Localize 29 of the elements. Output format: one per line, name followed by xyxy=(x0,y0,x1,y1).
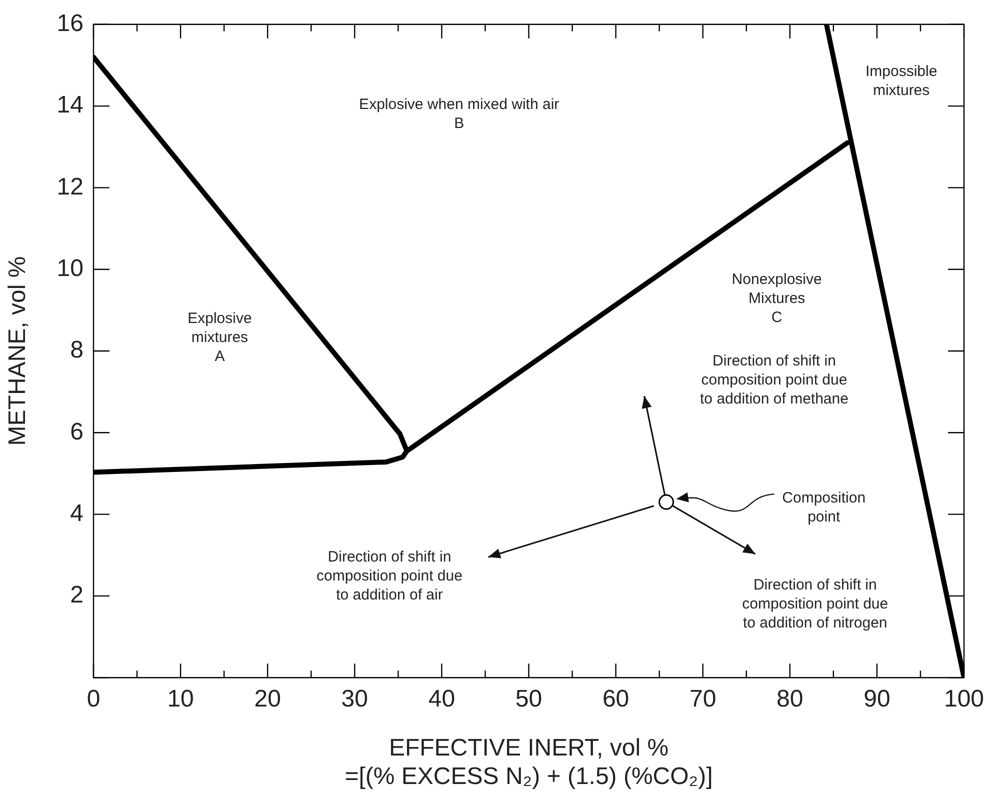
annotation: Direction of shift in composition point due to addition of methane xyxy=(700,352,848,408)
x-axis-title: EFFECTIVE INERT, vol % =[(% EXCESS N₂) + (1.5) (%CO₂)] xyxy=(344,734,713,790)
y-tick-label: 12 xyxy=(56,173,84,200)
x-tick-label: 60 xyxy=(602,686,630,713)
y-tick-label: 8 xyxy=(70,336,84,364)
y-tick-label: 14 xyxy=(56,92,84,119)
y-tick-label: 10 xyxy=(56,254,84,282)
annotation: Direction of shift in composition point due to addition of air xyxy=(316,548,462,604)
annotation: Impossible mixtures xyxy=(865,63,938,100)
x-tick-label: 50 xyxy=(515,686,542,713)
x-tick-label: 20 xyxy=(254,686,281,713)
x-tick-label: 10 xyxy=(167,686,194,713)
y-tick-label: 16 xyxy=(56,10,84,38)
y-tick-label: 6 xyxy=(70,418,84,446)
annotation: Direction of shift in composition point due to addition of nitrogen xyxy=(742,576,888,632)
annotation: Explosive when mixed with air B xyxy=(359,96,560,132)
y-axis-title: METHANE, vol % xyxy=(4,256,32,446)
x-tick-label: 90 xyxy=(864,686,890,713)
x-tick-label: 80 xyxy=(776,686,804,713)
y-tick-label: 4 xyxy=(70,500,84,527)
x-tick-label: 0 xyxy=(86,686,100,713)
x-tick-label: 40 xyxy=(428,686,456,713)
annotation: Explosive mixtures A xyxy=(188,310,252,366)
x-tick-label: 70 xyxy=(689,686,716,713)
annotation: Nonexplosive Mixtures C xyxy=(732,270,822,326)
x-tick-label: 30 xyxy=(341,686,368,713)
x-tick-label: 100 xyxy=(944,686,984,713)
annotation: Composition point xyxy=(782,489,866,526)
y-tick-label: 2 xyxy=(70,582,84,609)
